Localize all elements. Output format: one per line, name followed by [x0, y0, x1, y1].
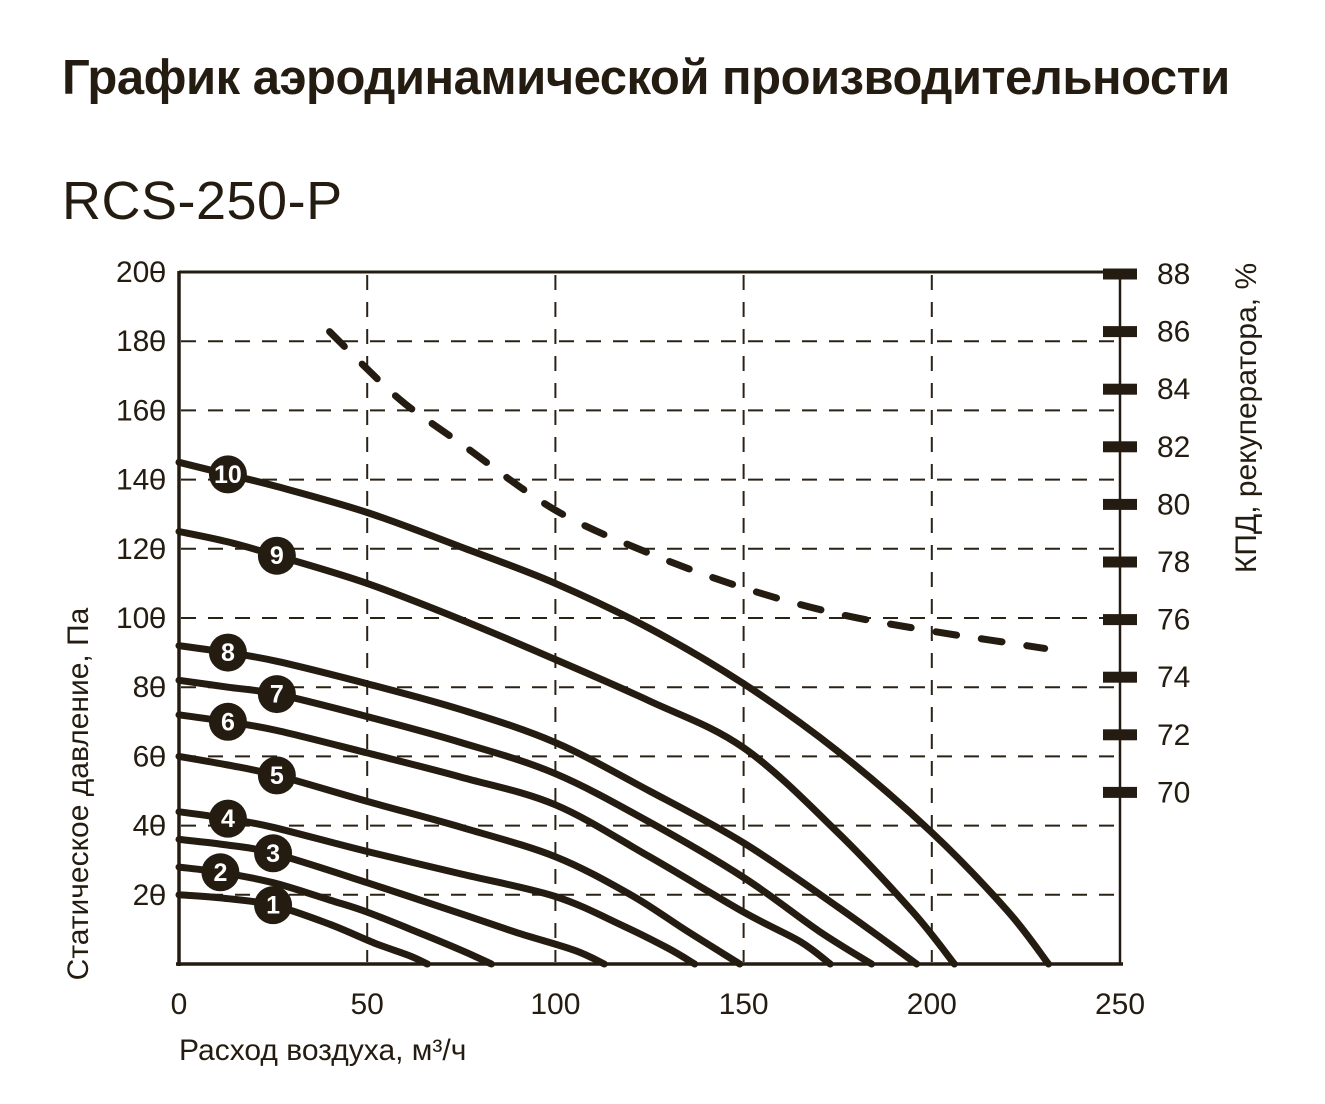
x-tick-label-150: 150	[719, 988, 769, 1021]
page-title: График аэродинамической производительнос…	[62, 51, 1230, 105]
right-tick-label-88: 88	[1157, 258, 1190, 291]
curve-badge-label-8: 8	[221, 639, 235, 667]
right-tick-72	[1103, 729, 1137, 741]
left-tick-label-180: 180	[116, 325, 166, 358]
right-tick-label-76: 76	[1157, 604, 1190, 637]
right-tick-86	[1103, 326, 1137, 338]
x-tick-label-100: 100	[530, 988, 580, 1021]
fan-curve-10	[175, 458, 1052, 968]
left-tick-label-160: 160	[116, 394, 166, 427]
curve-badge-label-9: 9	[270, 542, 284, 570]
curve-badge-label-2: 2	[213, 859, 227, 887]
curve-badge-label-5: 5	[270, 762, 284, 790]
left-tick-label-60: 60	[133, 740, 166, 773]
right-tick-label-86: 86	[1157, 316, 1190, 349]
curve-badge-3	[254, 834, 293, 873]
x-axis-title: Расход воздуха, м³/ч	[179, 1034, 466, 1067]
curve-badge-7	[257, 675, 296, 714]
x-tick-label-50: 50	[351, 988, 384, 1021]
curve-badge-label-1: 1	[266, 892, 280, 920]
left-tick-label-120: 120	[116, 533, 166, 566]
x-tick-label-250: 250	[1095, 988, 1145, 1021]
curve-badge-10	[208, 455, 247, 494]
curve-badge-5	[257, 756, 296, 795]
right-tick-label-84: 84	[1157, 373, 1190, 406]
curve-badge-label-10: 10	[214, 461, 242, 489]
curve-badge-label-7: 7	[270, 681, 284, 709]
y-axis-left-title: Статическое давление, Па	[62, 607, 95, 980]
left-tick-label-100: 100	[116, 602, 166, 635]
x-tick-label-200: 200	[907, 988, 957, 1021]
right-tick-74	[1103, 671, 1137, 683]
curve-badge-9	[257, 536, 296, 575]
curve-badge-label-3: 3	[266, 840, 280, 868]
efficiency-curve	[326, 328, 1049, 652]
right-tick-70	[1103, 786, 1137, 798]
curve-badge-8	[208, 633, 247, 672]
right-tick-label-74: 74	[1157, 661, 1190, 694]
right-tick-label-82: 82	[1157, 431, 1190, 464]
right-tick-76	[1103, 614, 1137, 626]
right-tick-label-72: 72	[1157, 719, 1190, 752]
x-tick-label-0: 0	[171, 988, 188, 1021]
fan-curve-5	[175, 752, 744, 968]
left-tick-label-140: 140	[116, 464, 166, 497]
right-tick-80	[1103, 498, 1137, 510]
fan-curve-6	[175, 711, 834, 968]
curve-badge-2	[201, 853, 240, 892]
curve-badge-label-6: 6	[221, 708, 235, 736]
left-tick-label-20: 20	[133, 879, 166, 912]
left-tick-label-200: 200	[116, 256, 166, 289]
curve-badge-6	[208, 702, 247, 741]
curve-badge-1	[254, 886, 293, 925]
model-title: RCS-250-P	[62, 171, 343, 231]
right-tick-label-70: 70	[1157, 776, 1190, 809]
curve-badge-4	[208, 799, 247, 838]
fan-curve-3	[175, 835, 608, 968]
right-tick-88	[1103, 268, 1137, 280]
fan-curve-1	[175, 891, 431, 968]
fan-curve-8	[175, 642, 921, 968]
y-axis-right-title: КПД, рекуператора, %	[1230, 263, 1263, 573]
right-tick-label-80: 80	[1157, 488, 1190, 521]
right-tick-84	[1103, 383, 1137, 395]
right-tick-82	[1103, 441, 1137, 453]
left-tick-label-80: 80	[133, 671, 166, 704]
right-tick-label-78: 78	[1157, 546, 1190, 579]
left-tick-label-40: 40	[133, 810, 166, 843]
curve-badge-label-4: 4	[221, 805, 235, 833]
right-tick-78	[1103, 556, 1137, 568]
